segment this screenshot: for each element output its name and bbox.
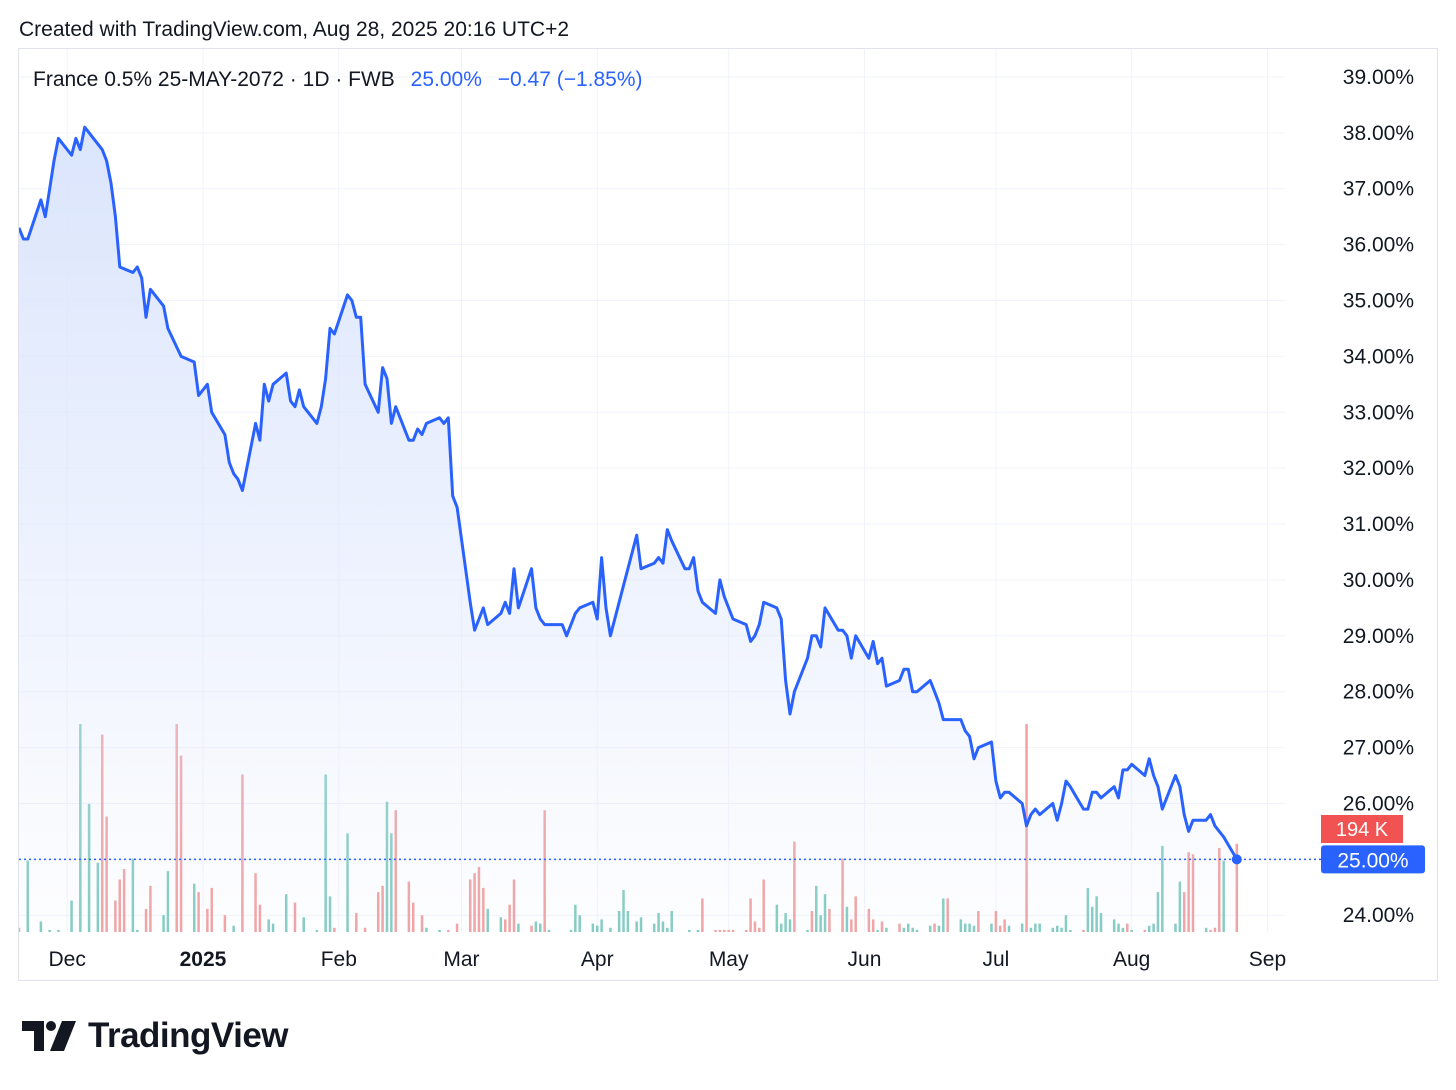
y-tick-label: 31.00%	[1343, 513, 1414, 536]
legend-symbol: France 0.5% 25-MAY-2072 · 1D · FWB	[33, 68, 395, 91]
price-line[interactable]	[19, 125, 1239, 861]
volume-max-label: 194 K	[1336, 819, 1389, 841]
y-tick-label: 33.00%	[1343, 401, 1414, 424]
y-tick-label: 28.00%	[1343, 681, 1414, 704]
x-tick-label: Apr	[581, 948, 614, 971]
x-tick-label: Feb	[321, 948, 357, 971]
last-price-label: 25.00%	[1337, 849, 1408, 872]
y-tick-label: 39.00%	[1343, 66, 1414, 89]
brand-logo[interactable]: TradingView	[22, 1016, 289, 1056]
x-tick-label: 2025	[180, 948, 227, 971]
y-tick-label: 27.00%	[1343, 737, 1414, 760]
last-price-dot	[1231, 854, 1242, 865]
y-tick-label: 29.00%	[1343, 625, 1414, 648]
y-tick-label: 26.00%	[1343, 792, 1414, 815]
tradingview-logo-icon	[22, 1021, 76, 1051]
y-tick-label: 35.00%	[1343, 289, 1414, 312]
y-tick-label: 38.00%	[1343, 122, 1414, 145]
x-tick-label: Aug	[1113, 948, 1150, 971]
y-tick-label: 36.00%	[1343, 234, 1414, 257]
x-tick-label: Jul	[982, 948, 1009, 971]
y-tick-label: 32.00%	[1343, 457, 1414, 480]
volume-label-bg	[1321, 815, 1403, 843]
legend-last-value: 25.00%	[410, 68, 482, 91]
brand-name: TradingView	[88, 1016, 289, 1055]
x-tick-label: Mar	[443, 948, 479, 971]
y-tick-label: 34.00%	[1343, 345, 1414, 368]
chart-caption: Created with TradingView.com, Aug 28, 20…	[19, 18, 570, 41]
x-tick-label: Sep	[1249, 948, 1286, 971]
y-tick-label: 24.00%	[1343, 904, 1414, 927]
x-tick-label: Jun	[848, 948, 882, 971]
chart-legend: France 0.5% 25-MAY-2072 · 1D · FWB 25.00…	[33, 68, 643, 92]
chart-canvas[interactable]: 39.00% 38.00% 37.00% 36.00% 35.00% 34.00% 33.0…	[19, 49, 1439, 982]
price-area	[19, 127, 1237, 932]
x-tick-label: Dec	[49, 948, 86, 971]
last-price-label-bg	[1321, 845, 1425, 874]
legend-change: −0.47 (−1.85%)	[497, 68, 643, 91]
y-tick-label: 30.00%	[1343, 569, 1414, 592]
x-tick-label: May	[709, 948, 749, 971]
chart-frame[interactable]: 39.00% 38.00% 37.00% 36.00% 35.00% 34.00% 33.0…	[18, 48, 1438, 981]
y-tick-label: 37.00%	[1343, 178, 1414, 201]
volume-bar	[1235, 843, 1239, 932]
